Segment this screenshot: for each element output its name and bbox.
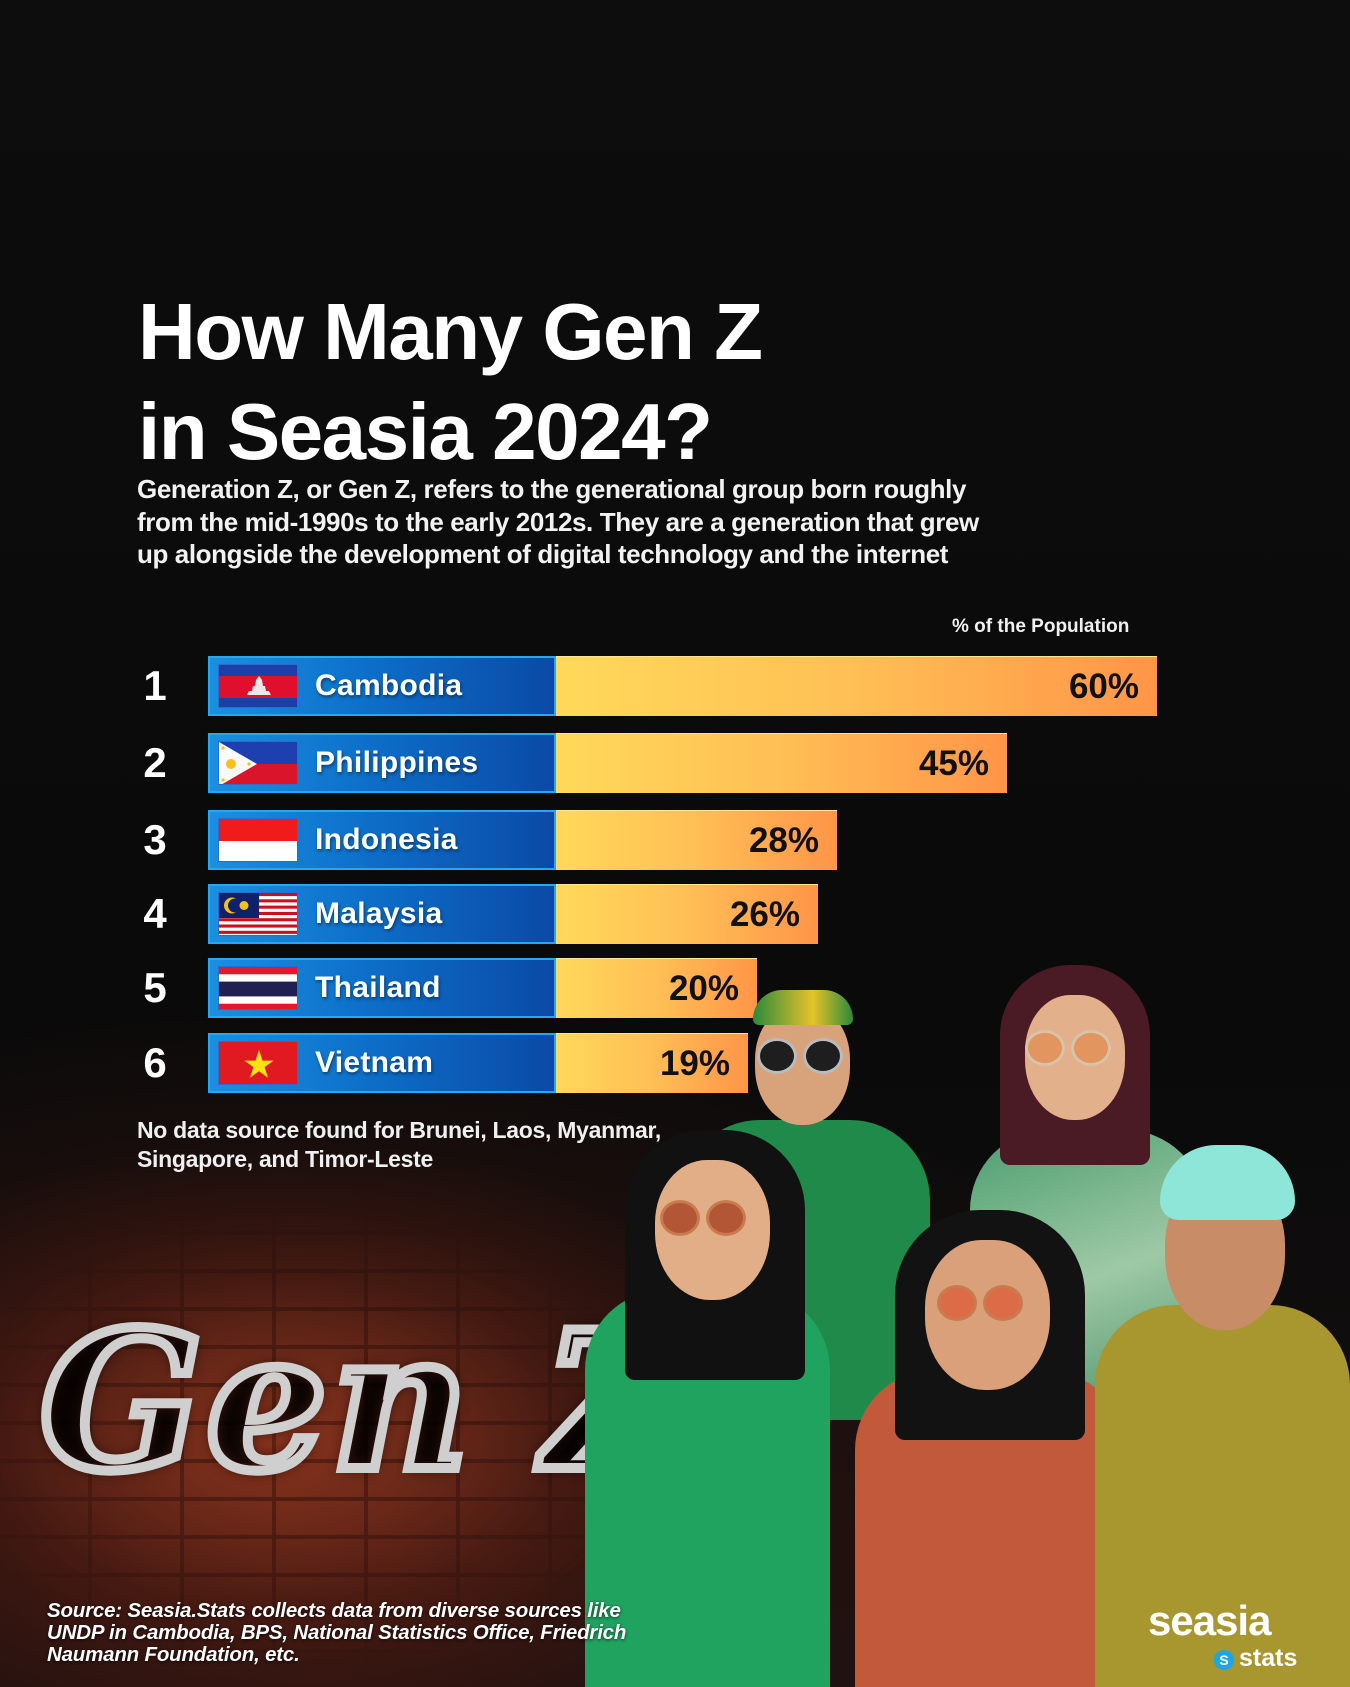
philippines-flag-icon xyxy=(218,741,298,785)
country-name: Vietnam xyxy=(315,1046,434,1079)
note-line: No data source found for Brunei, Laos, M… xyxy=(137,1117,661,1143)
country-label-block: Cambodia xyxy=(208,656,556,716)
country-name: Malaysia xyxy=(315,897,443,930)
logo-subtext: stats xyxy=(1239,1644,1298,1672)
rank-number: 5 xyxy=(143,964,167,1011)
value-label: 60% xyxy=(1068,667,1139,706)
value-label: 28% xyxy=(748,821,819,860)
value-bar: 60% xyxy=(556,656,1157,716)
country-name: Indonesia xyxy=(315,823,458,856)
country-name: Thailand xyxy=(315,971,441,1004)
chart-row-malaysia: 4 Malaysia 26% xyxy=(130,884,1230,944)
source-line: Naumann Foundation, etc. xyxy=(47,1643,300,1666)
country-name: Philippines xyxy=(315,746,479,779)
value-label: 45% xyxy=(918,744,989,783)
rank-number: 3 xyxy=(143,816,167,863)
source-line: Source: Seasia.Stats collects data from … xyxy=(47,1599,621,1622)
rank-number: 4 xyxy=(143,890,167,937)
country-label-block: Malaysia xyxy=(208,884,556,944)
malaysia-flag-icon xyxy=(218,892,298,936)
value-bar: 20% xyxy=(556,958,757,1018)
value-bar: 28% xyxy=(556,810,837,870)
subtitle-line: up alongside the development of digital … xyxy=(137,539,949,569)
country-label-block: Vietnam xyxy=(208,1033,556,1093)
seasia-stats-logo: seasia S stats xyxy=(1148,1600,1308,1676)
chart-row-indonesia: 3 Indonesia 28% xyxy=(130,810,1230,870)
vietnam-flag-icon xyxy=(218,1041,298,1085)
chart-row-vietnam: 6 Vietnam 19% xyxy=(130,1033,1230,1093)
title-line-2: in Seasia 2024? xyxy=(138,387,713,476)
thailand-flag-icon xyxy=(218,966,298,1010)
source-note: Source: Seasia.Stats collects data from … xyxy=(47,1600,626,1666)
indonesia-flag-icon xyxy=(218,818,298,862)
rank-number: 1 xyxy=(143,662,167,709)
subtitle-line: from the mid-1990s to the early 2012s. T… xyxy=(137,506,979,537)
country-label-block: Indonesia xyxy=(208,810,556,870)
source-line: UNDP in Cambodia, BPS, National Statisti… xyxy=(47,1621,627,1644)
value-label: 20% xyxy=(668,969,739,1008)
value-label: 19% xyxy=(659,1044,730,1083)
logo-wordmark: seasia xyxy=(1148,1597,1271,1644)
note-line: Singapore, and Timor-Leste xyxy=(137,1146,433,1172)
value-bar: 45% xyxy=(556,733,1007,793)
chart-row-philippines: 2 Philippines 45% xyxy=(130,733,1230,793)
dollar-s-badge-icon: S xyxy=(1214,1650,1234,1670)
value-label: 26% xyxy=(729,895,800,934)
country-name: Cambodia xyxy=(315,669,463,702)
rank-number: 2 xyxy=(143,739,167,786)
value-bar: 26% xyxy=(556,884,818,944)
no-data-note: No data source found for Brunei, Laos, M… xyxy=(137,1116,661,1174)
neon-gen-z-sign: Gen Z xyxy=(35,1285,687,1518)
cambodia-flag-icon xyxy=(218,664,298,708)
value-bar: 19% xyxy=(556,1033,748,1093)
subtitle: Generation Z, or Gen Z, refers to the ge… xyxy=(137,473,1037,571)
country-label-block: Thailand xyxy=(208,958,556,1018)
chart-row-cambodia: 1 Cambodia 60% xyxy=(130,656,1230,716)
title-line-1: How Many Gen Z xyxy=(138,287,763,376)
country-label-block: Philippines xyxy=(208,733,556,793)
chart-row-thailand: 5 Thailand 20% xyxy=(130,958,1230,1018)
axis-unit-label: % of the Population xyxy=(952,616,1130,637)
group-photo xyxy=(585,960,1350,1687)
rank-number: 6 xyxy=(143,1039,167,1086)
page-title: How Many Gen Z in Seasia 2024? xyxy=(138,282,763,482)
brick-wall-texture xyxy=(0,1200,700,1687)
subtitle-line: Generation Z, or Gen Z, refers to the ge… xyxy=(137,474,967,504)
